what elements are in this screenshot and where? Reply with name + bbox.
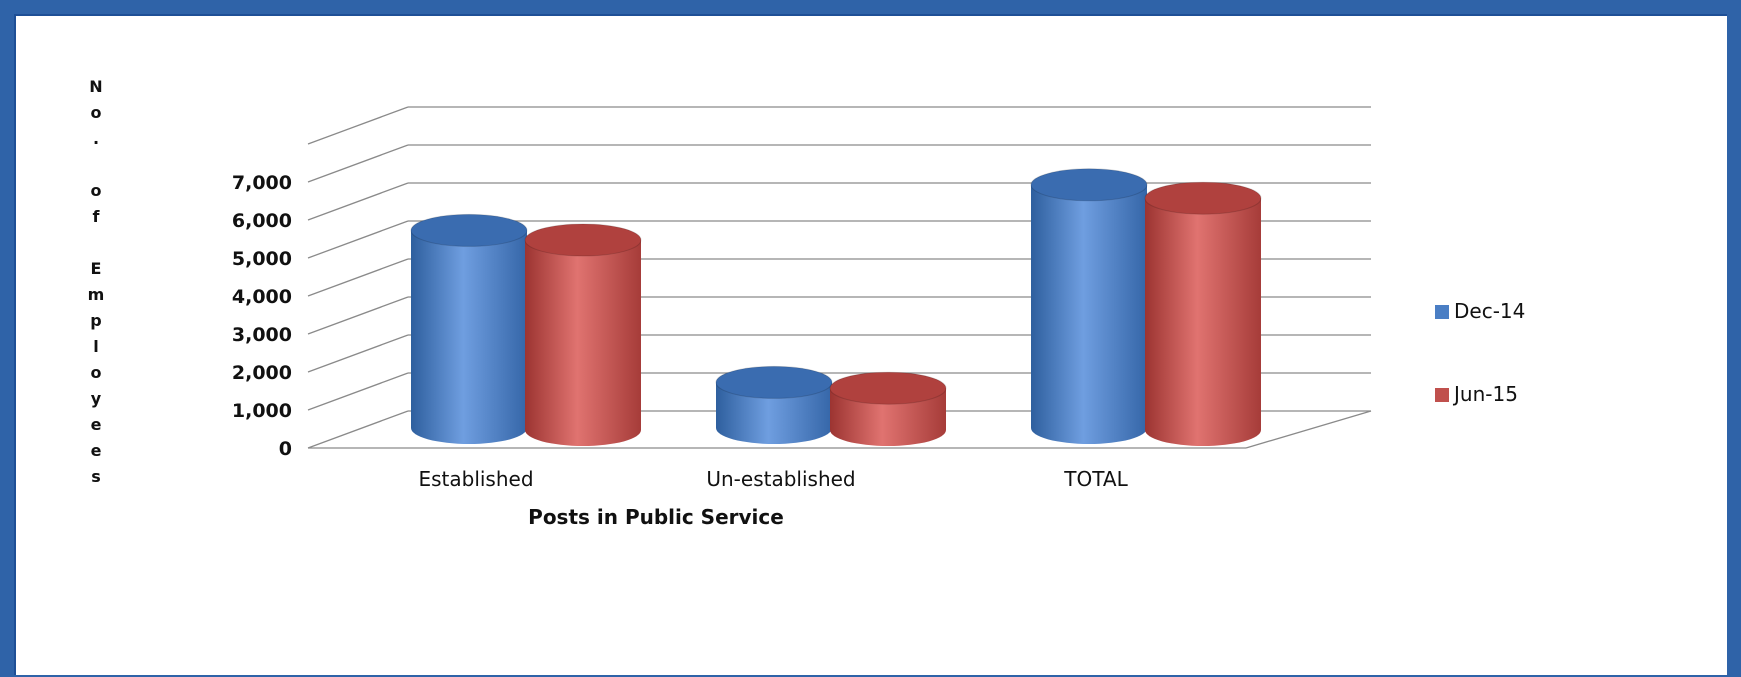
bars [410, 168, 1262, 446]
y-tick-label: 3,000 [232, 324, 292, 346]
bar-top [829, 371, 947, 405]
y-tick-label: 1,000 [232, 400, 292, 422]
bar-dec-14-established [410, 213, 528, 444]
y-tick-label: 4,000 [232, 286, 292, 308]
legend-label: Jun-15 [1452, 382, 1518, 406]
y-tick-labels: 0 1,000 2,000 3,000 4,000 5,000 6,000 7,000 [232, 172, 292, 460]
gridline-diagonal [307, 296, 409, 335]
y-tick-label: 2,000 [232, 362, 292, 384]
legend-swatch [1435, 305, 1449, 319]
bar-body [1031, 184, 1147, 445]
bar-jun-15-un-established [829, 371, 947, 446]
x-tick-labels: Established Un-established TOTAL [418, 467, 1128, 491]
y-tick-label: 5,000 [232, 248, 292, 270]
bar-body [830, 388, 946, 446]
gridline-diagonal [307, 372, 409, 411]
bar-dec-14-un-established [715, 365, 833, 444]
bar-jun-15-established [524, 223, 642, 446]
bar-body [1145, 198, 1261, 446]
gridline-diagonal [307, 182, 409, 221]
y-axis-title-letter: o [91, 103, 102, 122]
floor-right-edge [1245, 410, 1372, 449]
bar-top [1030, 168, 1148, 202]
slide-frame: 0 1,000 2,000 3,000 4,000 5,000 6,000 7,000 Est… [14, 14, 1727, 675]
gridline-diagonal [307, 258, 409, 297]
y-axis-title-letter: e [91, 441, 102, 460]
gridline-diagonal [307, 220, 409, 259]
bar-body [411, 230, 527, 444]
y-axis-title-letter: p [90, 311, 101, 330]
bar-body [716, 382, 832, 444]
y-tick-label: 7,000 [232, 172, 292, 194]
bar-top [410, 213, 528, 247]
gridline-diagonal [307, 410, 409, 449]
y-tick-label: 0 [279, 438, 292, 460]
y-axis-title-letter: s [91, 467, 101, 486]
x-tick-label: Established [418, 467, 533, 491]
y-axis-title-letter: e [91, 415, 102, 434]
bar-top [524, 223, 642, 257]
x-tick-label: Un-established [706, 467, 855, 491]
x-tick-label: TOTAL [1063, 467, 1128, 491]
x-axis-title: Posts in Public Service [528, 505, 784, 529]
y-axis-title-letter: o [91, 181, 102, 200]
bar-body [525, 240, 641, 446]
y-axis-title-letter: m [88, 285, 105, 304]
y-axis-title-letter: E [91, 259, 102, 278]
y-axis-title-letter: y [91, 389, 102, 408]
y-axis-title-letter: N [89, 77, 102, 96]
legend-swatch [1435, 388, 1449, 402]
y-axis-title-letter: f [93, 207, 101, 226]
bar-jun-15-total [1144, 181, 1262, 446]
gridline-diagonal [307, 106, 409, 145]
bar-dec-14-total [1030, 168, 1148, 445]
chart: 0 1,000 2,000 3,000 4,000 5,000 6,000 7,000 Est… [88, 77, 1526, 529]
legend-label: Dec-14 [1454, 299, 1525, 323]
legend: Dec-14 Jun-15 [1435, 299, 1525, 406]
gridline-diagonal [307, 334, 409, 373]
y-tick-label: 6,000 [232, 210, 292, 232]
bar-top [1144, 181, 1262, 215]
y-axis-title-letter: . [93, 129, 99, 148]
gridline-diagonal [307, 144, 409, 183]
y-axis-title-letter: l [93, 337, 98, 356]
bar-top [715, 365, 833, 399]
y-axis-title-letter: o [91, 363, 102, 382]
